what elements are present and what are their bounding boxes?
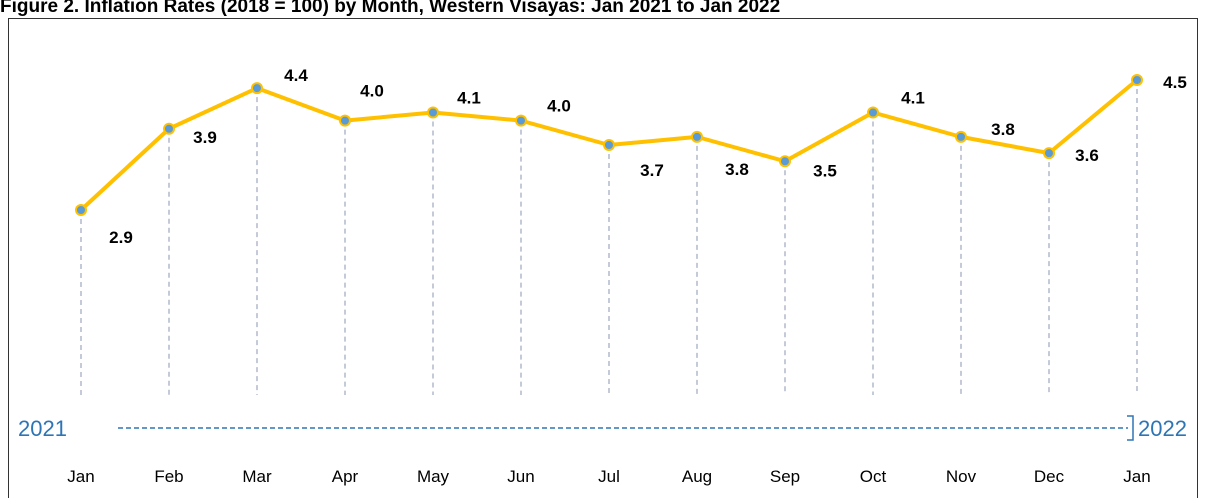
marker bbox=[1131, 74, 1143, 86]
plot-frame bbox=[8, 18, 1198, 498]
year-label: 2022 bbox=[1138, 416, 1187, 441]
x-tick-label: Mar bbox=[242, 467, 272, 486]
marker bbox=[955, 130, 967, 143]
data-label: 3.8 bbox=[725, 160, 749, 179]
data-label: 4.0 bbox=[360, 82, 384, 101]
data-label: 2.9 bbox=[109, 228, 133, 247]
data-label: 4.5 bbox=[1163, 73, 1187, 92]
data-label: 3.8 bbox=[991, 120, 1015, 139]
x-tick-label: Apr bbox=[332, 467, 359, 486]
marker bbox=[75, 204, 87, 216]
x-tick-label: Feb bbox=[154, 467, 183, 486]
year-bracket bbox=[1127, 415, 1134, 441]
data-label: 4.0 bbox=[547, 97, 571, 116]
marker bbox=[1043, 147, 1055, 160]
x-tick-label: Sep bbox=[770, 467, 800, 486]
x-tick-label: Nov bbox=[946, 467, 977, 486]
x-tick-label: Oct bbox=[860, 467, 887, 486]
marker bbox=[603, 139, 615, 151]
marker bbox=[339, 114, 351, 127]
data-label: 3.5 bbox=[813, 161, 837, 180]
marker bbox=[779, 155, 791, 168]
marker bbox=[251, 82, 263, 95]
x-tick-label: Jul bbox=[598, 467, 620, 486]
chart-title: Figure 2. Inflation Rates (2018 = 100) b… bbox=[0, 0, 780, 17]
x-tick-label: Dec bbox=[1034, 467, 1065, 486]
data-label: 3.7 bbox=[640, 161, 664, 180]
marker bbox=[427, 106, 439, 119]
year-label: 2021 bbox=[18, 416, 67, 441]
data-label: 3.6 bbox=[1075, 146, 1099, 165]
x-tick-label: Jun bbox=[507, 467, 534, 486]
data-label: 4.1 bbox=[457, 89, 481, 108]
data-label: 4.1 bbox=[901, 89, 925, 108]
marker bbox=[163, 122, 175, 135]
data-label: 4.4 bbox=[284, 66, 308, 85]
x-tick-label: Jan bbox=[1123, 467, 1150, 486]
data-label: 3.9 bbox=[193, 128, 217, 147]
x-tick-label: Aug bbox=[682, 467, 712, 486]
x-tick-label: May bbox=[417, 467, 450, 486]
x-tick-label: Jan bbox=[67, 467, 94, 486]
marker bbox=[867, 106, 879, 119]
marker bbox=[691, 130, 703, 143]
marker bbox=[515, 114, 527, 127]
